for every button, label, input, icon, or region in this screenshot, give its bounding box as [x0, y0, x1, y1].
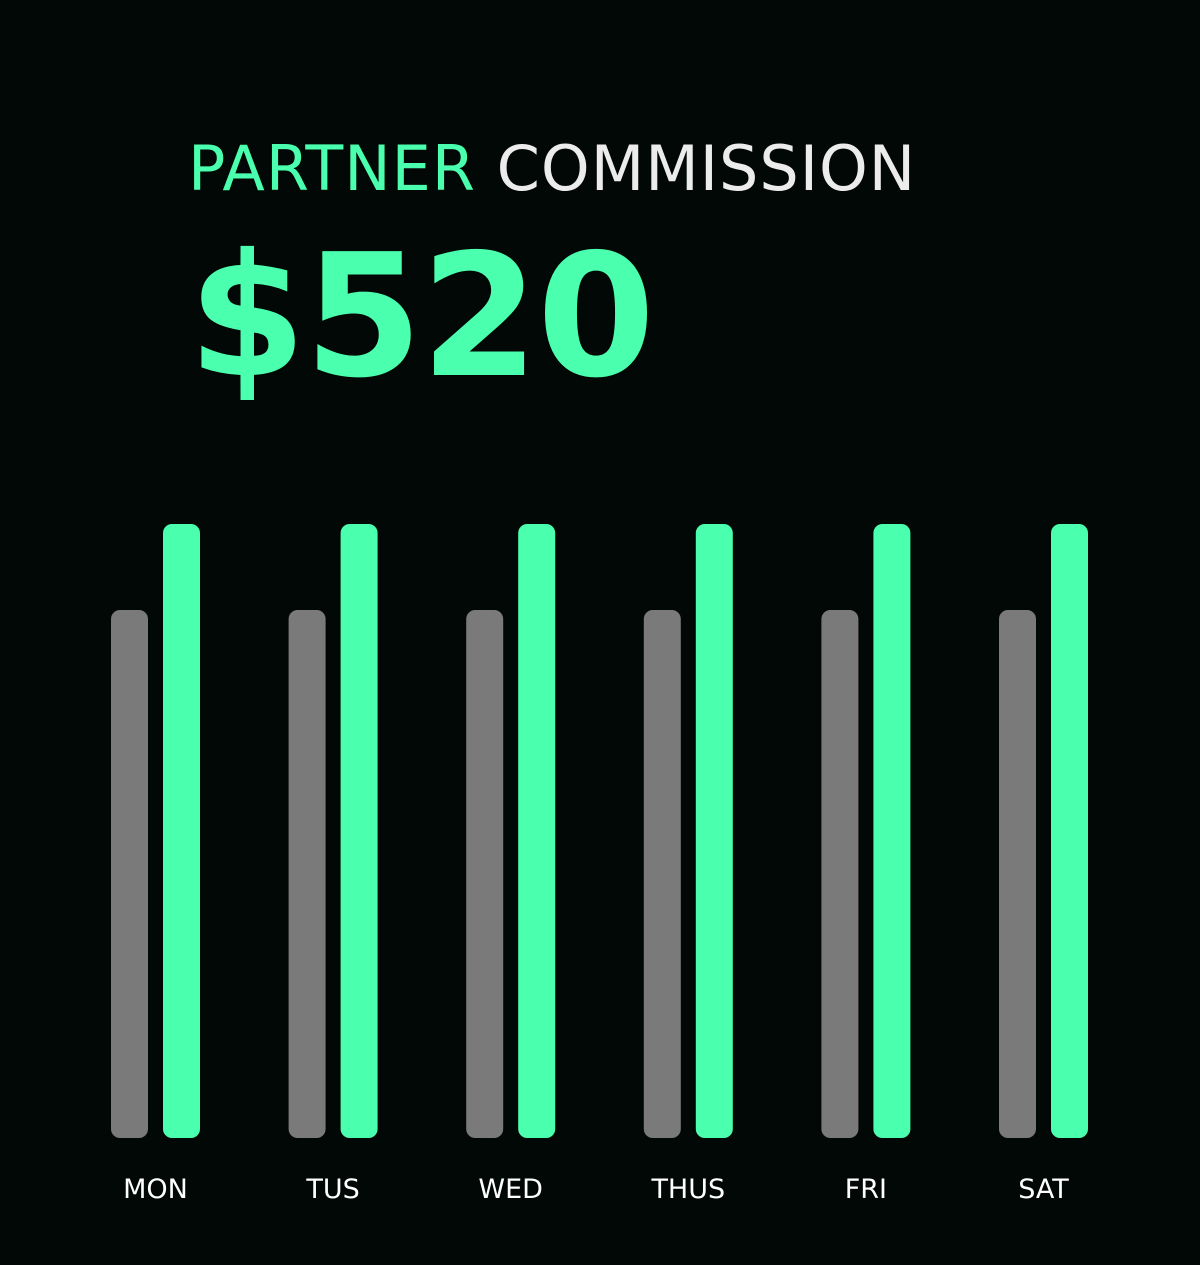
bar-thus-gray [643, 609, 681, 1138]
title-rest: COMMISSION [496, 132, 917, 205]
title-accent: PARTNER [188, 132, 476, 205]
x-tick-label: THUS [650, 1174, 725, 1205]
x-tick-label: FRI [845, 1174, 887, 1205]
bar-wed-gray [466, 609, 504, 1138]
bar-sat-green [1051, 524, 1088, 1138]
commission-amount: $520 [188, 218, 655, 416]
chart-title: PARTNER COMMISSION [188, 132, 916, 205]
bar-fri-green [873, 524, 911, 1138]
bar-wed-green [518, 524, 556, 1138]
bar-thus-green [695, 524, 733, 1138]
x-tick-label: MON [123, 1174, 188, 1205]
x-tick-label: WED [478, 1174, 543, 1205]
bar-tus-green [340, 524, 378, 1138]
bar-sat-gray [999, 609, 1036, 1138]
bar-mon-green [163, 524, 200, 1138]
x-tick-label: TUS [305, 1174, 359, 1205]
bar-tus-gray [288, 609, 326, 1138]
x-tick-label: SAT [1018, 1174, 1069, 1205]
bar-mon-gray [111, 609, 148, 1138]
bar-fri-gray [821, 609, 859, 1138]
